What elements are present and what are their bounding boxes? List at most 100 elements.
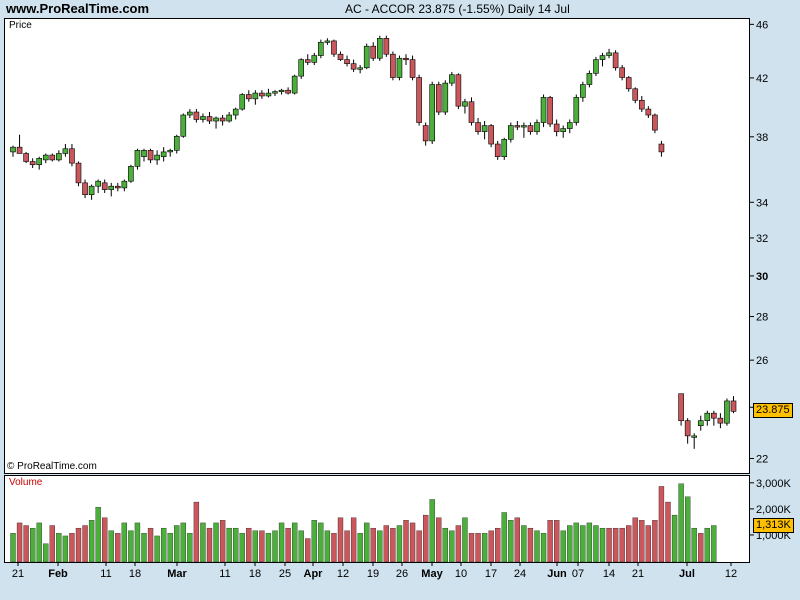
candle (252, 90, 259, 105)
candle (56, 150, 62, 162)
candle (370, 42, 377, 61)
candle (246, 90, 252, 102)
candle (134, 148, 141, 170)
date-tick-label: Jun (547, 568, 567, 580)
candle-body (416, 77, 422, 123)
candle (678, 393, 684, 426)
volume-bar (593, 525, 599, 562)
candle-body (501, 139, 508, 157)
candle-body (494, 143, 501, 157)
candle (180, 113, 187, 138)
candle (697, 415, 704, 431)
volume-bar (364, 522, 370, 562)
candle (658, 140, 665, 157)
candle-body (521, 125, 527, 128)
volume-bar (141, 533, 147, 562)
volume-bar (455, 525, 462, 562)
volume-bar (49, 525, 55, 562)
site-name[interactable]: www.ProRealTime.com (6, 1, 150, 16)
volume-bar (121, 522, 127, 562)
candle (108, 182, 115, 197)
volume-bar (691, 527, 697, 562)
candle-body (200, 116, 206, 120)
candle-body (88, 185, 95, 195)
candle (200, 113, 206, 123)
chart-header: www.ProRealTime.com AC - ACCOR 23.875 (-… (0, 0, 800, 18)
candle (638, 95, 645, 113)
candle-body (357, 67, 363, 70)
candle (475, 118, 481, 135)
candle (606, 48, 612, 59)
price-panel-label: Price (9, 20, 32, 31)
volume-bar (508, 520, 514, 562)
volume-bar (75, 527, 82, 562)
candle (547, 95, 553, 128)
volume-bar (442, 527, 448, 562)
candle-body (422, 125, 429, 142)
candle (507, 122, 514, 143)
candle (357, 65, 363, 74)
candle-body (69, 148, 75, 164)
volume-bar (187, 533, 193, 562)
candle (416, 74, 422, 126)
candle (173, 134, 180, 154)
volume-bar (711, 525, 717, 562)
candle (101, 179, 108, 193)
volume-bar (658, 486, 665, 562)
price-tick-label: 42 (756, 73, 768, 85)
candle-body (560, 128, 567, 132)
candle (121, 179, 128, 192)
volume-bar (632, 517, 638, 562)
candle (632, 87, 639, 104)
candle-body (265, 92, 272, 97)
candle-body (95, 180, 101, 187)
candle-body (272, 91, 278, 94)
candle-body (108, 185, 115, 190)
volume-bar (586, 522, 593, 562)
candle (645, 106, 652, 119)
candle-body (82, 182, 88, 195)
candle-body (252, 92, 259, 100)
candle (304, 54, 311, 66)
candle-body (619, 67, 625, 78)
candle (488, 124, 494, 148)
volume-bar (403, 520, 409, 562)
candle-body (344, 59, 350, 64)
volume-bar (331, 533, 337, 562)
chart-title: AC - ACCOR 23.875 (-1.55%) Daily 14 Jul (345, 2, 570, 16)
volume-bar (514, 517, 521, 562)
candle (625, 76, 632, 92)
candle (285, 87, 291, 95)
candle-body (101, 182, 108, 190)
candle-body (318, 41, 324, 56)
volume-bar (291, 522, 298, 562)
candle-body (468, 101, 475, 123)
candle-body (717, 417, 724, 424)
candle-body (350, 63, 357, 70)
volume-panel[interactable]: Volume (4, 475, 750, 563)
candle-body (154, 154, 160, 161)
price-panel[interactable]: Price © ProRealTime.com (4, 18, 750, 474)
volume-bar (383, 525, 390, 562)
candle-body (534, 122, 540, 132)
volume-bar (206, 527, 213, 562)
volume-bar (619, 527, 625, 562)
candle-body (324, 40, 331, 43)
candle-body (527, 125, 534, 132)
candle-body (580, 84, 586, 98)
volume-bar (324, 530, 331, 562)
volume-bar (396, 525, 403, 562)
candle-body (711, 412, 717, 419)
volume-bar (134, 522, 141, 562)
volume-bar (193, 501, 200, 562)
date-tick-label: 26 (396, 568, 408, 580)
volume-bar (311, 520, 317, 562)
candle-body (435, 84, 442, 113)
price-tick-label: 32 (756, 233, 768, 245)
candle (619, 65, 625, 81)
candle-body (206, 116, 213, 122)
volume-bar (580, 525, 586, 562)
volume-bar (219, 520, 226, 562)
candle (711, 410, 717, 426)
